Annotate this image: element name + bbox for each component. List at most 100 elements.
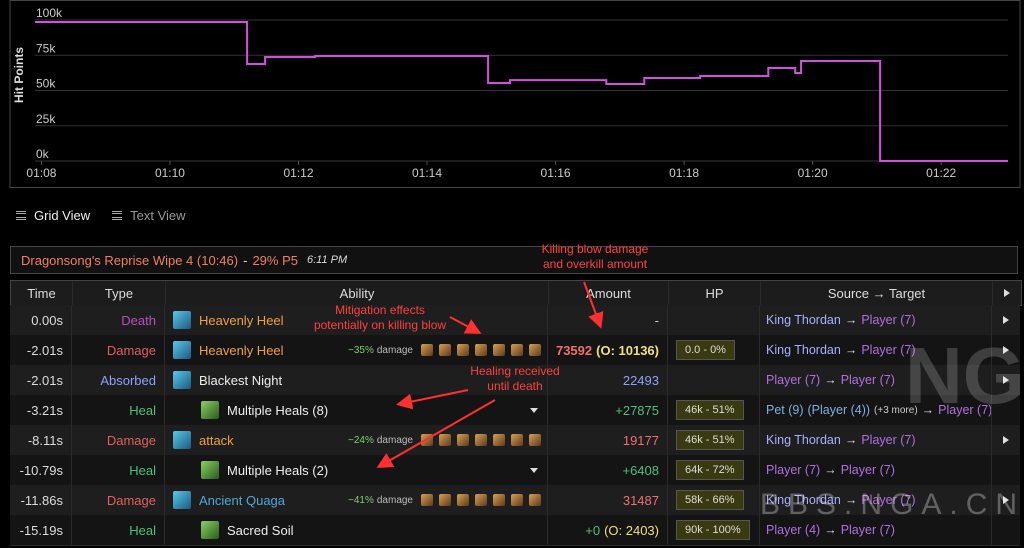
buff-icon bbox=[529, 434, 541, 446]
buff-icon bbox=[475, 494, 487, 506]
ability-icon bbox=[173, 431, 191, 449]
target: Player (7) bbox=[938, 403, 992, 417]
table-row: 0.00s Death Heavenly Heel - King Thordan → Pla… bbox=[10, 305, 1020, 336]
buff-icon bbox=[439, 494, 451, 506]
table-cell: attack −24% damage bbox=[165, 425, 548, 455]
event-type: Heal bbox=[129, 522, 156, 538]
table-cell: 73592 (O: 10136) bbox=[548, 335, 668, 365]
time: -15.19s bbox=[19, 522, 63, 538]
table-cell: Heal bbox=[72, 515, 165, 545]
table-row: -10.79s Heal Multiple Heals (2) +6408 64k - … bbox=[10, 455, 1020, 486]
ability-name: attack bbox=[199, 432, 234, 448]
expand-arrow[interactable] bbox=[1001, 315, 1011, 325]
buff-icon bbox=[529, 344, 541, 356]
arrow-glyph bbox=[1003, 316, 1009, 324]
expand-arrow[interactable] bbox=[1001, 435, 1011, 445]
table-cell: -10.79s bbox=[10, 455, 72, 485]
table-cell bbox=[992, 305, 1020, 335]
table-cell: Heavenly Heel bbox=[165, 305, 548, 335]
source: Player (7) bbox=[766, 373, 821, 387]
view-tab[interactable]: Grid View bbox=[16, 208, 90, 223]
table-cell: 19177 bbox=[548, 425, 668, 455]
table-cell: Player (7) → Player (7) bbox=[760, 365, 992, 395]
source: King Thordan bbox=[766, 343, 841, 357]
fight-time: 6:11 PM bbox=[306, 254, 348, 266]
amount: +6408 bbox=[622, 462, 659, 478]
buff-icon bbox=[421, 344, 433, 356]
table-row: -15.19s Heal Sacred Soil +0 (O: 2403) 90k - 1… bbox=[10, 515, 1020, 546]
table-cell bbox=[992, 365, 1020, 395]
x-tick-label: 01:10 bbox=[155, 166, 185, 180]
view-tab[interactable]: Text View bbox=[112, 208, 186, 223]
table-cell: +0 (O: 2403) bbox=[548, 515, 668, 545]
table-cell: -8.11s bbox=[10, 425, 72, 455]
buff-icon bbox=[511, 434, 523, 446]
mitigation-suffix: damage bbox=[376, 434, 413, 446]
column-header: Time bbox=[27, 285, 56, 301]
fight-phase: 29% P5 bbox=[252, 252, 298, 268]
source: Player (7) bbox=[766, 463, 821, 477]
arrow: → bbox=[844, 313, 858, 327]
source-owner: (Player (4)) bbox=[807, 403, 871, 417]
table-cell bbox=[993, 281, 1021, 305]
watermark: NGA bbox=[905, 331, 1024, 420]
target: Player (7) bbox=[861, 343, 916, 357]
buff-icon bbox=[475, 434, 487, 446]
table-cell: Absorbed bbox=[72, 365, 165, 395]
ability-icon bbox=[201, 521, 219, 539]
ability-icon bbox=[173, 491, 191, 509]
buff-icon bbox=[457, 494, 469, 506]
column-header: HP bbox=[705, 285, 724, 301]
source: King Thordan bbox=[766, 493, 841, 507]
table-row: Time Type Ability Amount HP Source → Target bbox=[10, 280, 1022, 306]
x-tick-label: 01:08 bbox=[26, 166, 56, 180]
table-cell: -11.86s bbox=[10, 485, 72, 515]
expand-arrow[interactable] bbox=[529, 405, 539, 415]
table-cell: 46k - 51% bbox=[668, 425, 760, 455]
table-cell: King Thordan → Player (7) bbox=[760, 305, 992, 335]
expand-arrow[interactable] bbox=[1001, 495, 1011, 505]
arrow: → bbox=[844, 343, 858, 357]
ability-name: Heavenly Heel bbox=[199, 342, 284, 358]
table-cell: Sacred Soil bbox=[165, 515, 548, 545]
hp-box: 90k - 100% bbox=[676, 520, 750, 540]
fight-header: Dragonsong's Reprise Wipe 4 (10:46) - 29… bbox=[10, 246, 1018, 274]
ability-icon bbox=[201, 461, 219, 479]
event-type: Absorbed bbox=[100, 372, 156, 388]
table-cell: Heal bbox=[72, 455, 165, 485]
expand-arrow[interactable] bbox=[1002, 288, 1012, 298]
mitigation-pct: −35% bbox=[348, 344, 374, 356]
buff-icon bbox=[421, 434, 433, 446]
x-tick-label: 01:20 bbox=[798, 166, 828, 180]
table-cell: - bbox=[548, 305, 668, 335]
table-cell bbox=[992, 485, 1020, 515]
expand-arrow[interactable] bbox=[529, 465, 539, 475]
ability-name: Multiple Heals (8) bbox=[227, 402, 329, 418]
dropdown bbox=[529, 465, 539, 475]
expand-arrow[interactable] bbox=[1001, 375, 1011, 385]
event-type: Heal bbox=[129, 402, 156, 418]
amount: 73592 bbox=[555, 342, 593, 358]
column-header: Source → Target bbox=[827, 285, 926, 301]
table-cell: 31487 bbox=[548, 485, 668, 515]
x-tick-label: 01:18 bbox=[669, 166, 699, 180]
mitigation: −24% damage bbox=[348, 434, 547, 446]
target: Player (7) bbox=[840, 463, 895, 477]
table-cell: 64k - 72% bbox=[668, 455, 760, 485]
expand-arrow[interactable] bbox=[1001, 345, 1011, 355]
table-cell: 58k - 66% bbox=[668, 485, 760, 515]
y-tick-label: 100k bbox=[36, 6, 63, 20]
source: Pet (9) bbox=[766, 403, 804, 417]
target: Player (7) bbox=[861, 433, 916, 447]
table-cell: Ancient Quaga −41% damage bbox=[165, 485, 548, 515]
arrow: → bbox=[824, 523, 837, 537]
table-cell: Player (7) → Player (7) bbox=[760, 455, 992, 485]
table-cell: King Thordan → Player (7) bbox=[760, 335, 992, 365]
fight-title: Dragonsong's Reprise Wipe 4 (10:46) bbox=[21, 252, 239, 268]
table-row: -11.86s Damage Ancient Quaga −41% damage 3148… bbox=[10, 485, 1020, 516]
buff-icon bbox=[421, 494, 433, 506]
buff-icon bbox=[511, 344, 523, 356]
ability-icon bbox=[201, 401, 219, 419]
table-cell: Ability bbox=[166, 281, 549, 305]
event-type: Heal bbox=[129, 462, 156, 478]
